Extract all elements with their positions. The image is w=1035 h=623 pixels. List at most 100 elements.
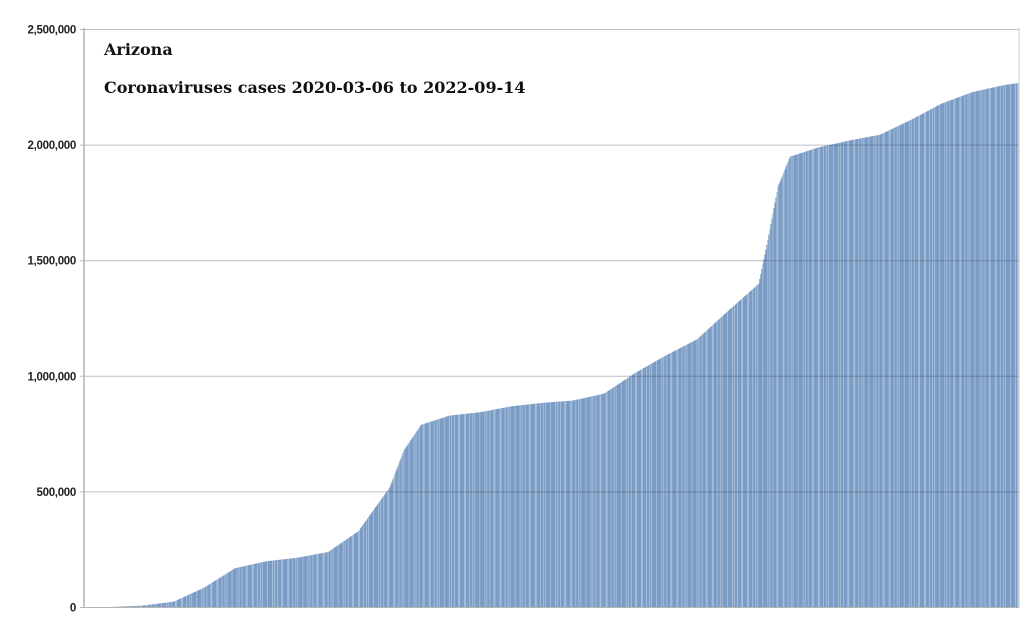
bar [952, 99, 954, 608]
bar [203, 587, 205, 608]
bar [778, 184, 780, 608]
bar [130, 606, 132, 608]
bar [188, 594, 190, 608]
bar [849, 140, 851, 608]
bar [692, 341, 694, 608]
bar [714, 322, 717, 608]
bar [497, 408, 499, 608]
bar [317, 553, 319, 608]
bar [275, 560, 277, 608]
bar [460, 414, 462, 608]
y-tick-label: 1,000,000 [28, 371, 76, 383]
bar [793, 155, 795, 608]
bar [801, 152, 804, 608]
bar [1003, 84, 1006, 608]
bar [799, 153, 802, 608]
bar [899, 125, 902, 608]
bar [954, 98, 956, 608]
bar [925, 112, 927, 608]
bar [672, 351, 674, 608]
bar [184, 596, 186, 608]
bar [666, 354, 668, 608]
bar [394, 474, 396, 608]
bar [534, 403, 537, 608]
bar [788, 159, 790, 608]
bar [222, 575, 224, 608]
bar [999, 85, 1002, 608]
bar [493, 409, 495, 608]
bar [182, 597, 184, 608]
bar [344, 540, 347, 608]
bar [351, 535, 354, 608]
bar [716, 320, 719, 608]
bar [784, 169, 786, 608]
bar [333, 547, 336, 608]
bar [960, 96, 962, 608]
bar [516, 405, 519, 608]
bar [779, 181, 781, 608]
bar [175, 600, 178, 608]
bar [602, 393, 604, 608]
bar [795, 154, 798, 608]
bar [811, 149, 814, 608]
bar [885, 131, 887, 608]
bar [991, 87, 994, 608]
bar [656, 360, 658, 608]
bar [965, 94, 967, 608]
bar [724, 313, 727, 608]
bar [792, 155, 794, 608]
bar [346, 538, 349, 608]
bar [694, 340, 696, 608]
bar [676, 349, 678, 608]
bar [332, 548, 335, 608]
bar [696, 339, 698, 608]
bar [825, 145, 828, 608]
bar [579, 399, 581, 608]
bar [939, 104, 941, 608]
bar [622, 380, 625, 608]
bar [325, 552, 327, 608]
bar [294, 558, 296, 608]
bar [577, 399, 579, 608]
bar [309, 555, 311, 608]
bar [959, 96, 961, 608]
bar [315, 554, 317, 608]
bar [381, 498, 383, 608]
bar [648, 365, 650, 608]
bar [195, 591, 197, 608]
bar [816, 147, 819, 608]
bar [969, 93, 971, 608]
bar [536, 403, 539, 608]
bar [404, 448, 406, 608]
bar [299, 557, 301, 608]
bar [491, 410, 493, 608]
bar [886, 131, 888, 608]
bar [527, 404, 530, 608]
bar [241, 566, 244, 608]
bar [641, 368, 644, 608]
bar [863, 137, 865, 608]
bar [982, 89, 985, 608]
bar [990, 87, 993, 608]
y-tick-label: 0 [70, 603, 76, 615]
bar [162, 602, 165, 608]
bar [379, 501, 381, 608]
bar [511, 406, 513, 608]
bar [697, 338, 699, 608]
bar [768, 234, 770, 608]
bar [129, 606, 131, 608]
bar [462, 414, 464, 608]
bar [571, 400, 573, 608]
bar [300, 557, 302, 608]
bar [831, 144, 833, 608]
bar [957, 97, 959, 608]
bar [845, 141, 847, 608]
bar [732, 306, 735, 608]
bar [341, 542, 344, 608]
bar [270, 560, 273, 608]
bar [584, 397, 586, 608]
bar [211, 582, 213, 608]
bar [877, 135, 879, 608]
bar [592, 396, 594, 608]
bar [339, 543, 342, 608]
